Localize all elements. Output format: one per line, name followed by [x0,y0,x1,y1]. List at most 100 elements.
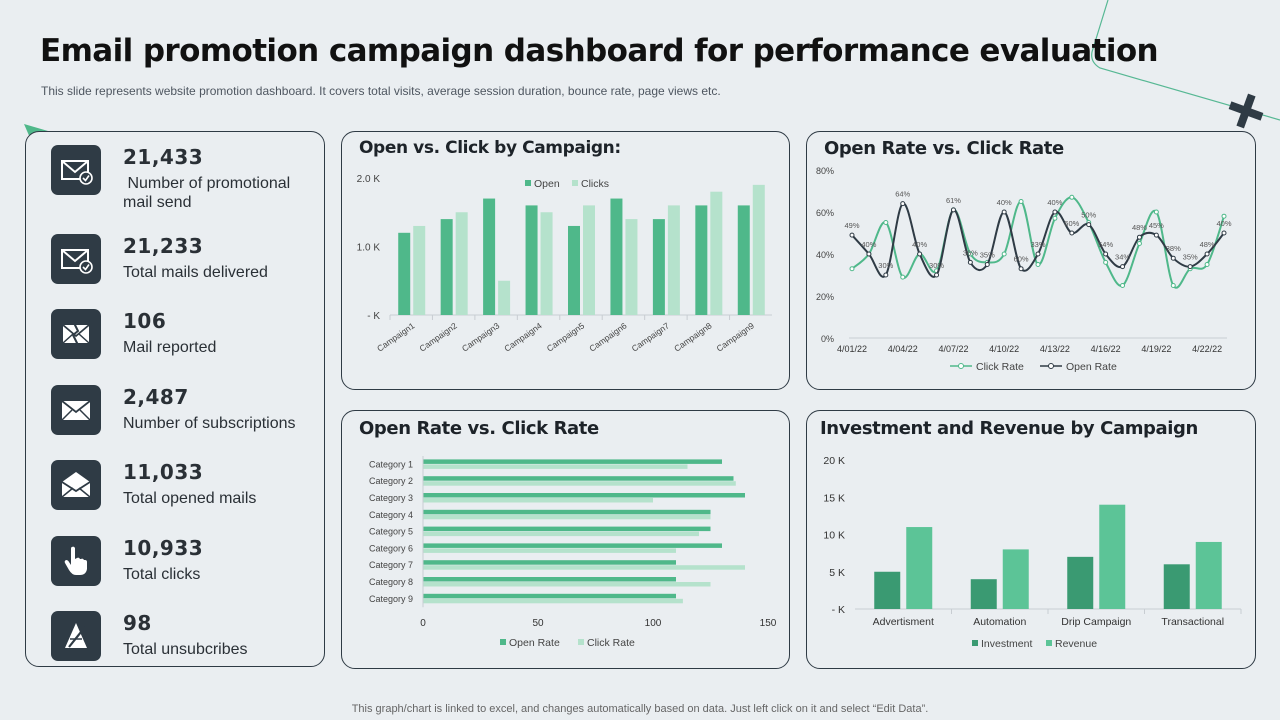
data-label: 48% [1132,223,1147,232]
bar-open [610,198,623,315]
data-point [917,251,923,257]
data-point [1018,266,1024,272]
data-point [1204,262,1210,267]
y-tick-label: 5 K [829,567,845,579]
x-tick-label: Campaign1 [375,320,417,353]
data-point [1170,283,1176,288]
y-tick-label: 60% [816,208,834,218]
legend-swatch [1046,640,1052,646]
investment-revenue-panel: Investment and Revenue by Campaign - K 5 … [806,410,1256,669]
data-label: 35% [1183,253,1198,262]
x-tick-label: 0 [420,618,426,629]
bar-open-rate [423,593,676,599]
kpi-subscriptions: 2,487 Number of subscriptions [51,385,321,445]
legend-swatch [525,180,531,186]
bar-click-rate [423,498,653,503]
y-tick-label: 40% [816,250,834,260]
kpi-value: 106 [123,309,167,333]
y-tick-label: Category 2 [369,476,413,486]
investment-revenue-chart[interactable]: - K 5 K 10 K 15 K 20 K Advertisment Automation… [807,411,1257,670]
x-tick-label: 4/16/22 [1091,344,1121,354]
legend-label: Clicks [581,178,609,190]
x-tick-label: Campaign9 [715,320,757,353]
bar-click-rate [423,598,683,604]
bar-open-rate [423,543,722,548]
x-tick-label: Campaign2 [417,320,459,353]
bar-investment [970,579,997,609]
bar-open-rate [423,493,745,498]
kpi-value: 98 [123,611,152,635]
kpi-mail-send: 21,433 Number of promotional mail send [51,145,321,211]
bar-investment [1067,556,1094,609]
bar-clicks [710,191,723,315]
kpi-label: Mail reported [123,339,217,356]
kpi-panel: 21,433 Number of promotional mail send 2… [25,131,325,667]
x-tick-label: 4/19/22 [1141,344,1171,354]
data-point [934,272,940,278]
y-tick-label: 2.0 K [357,174,381,185]
y-tick-label: Category 9 [369,594,413,604]
data-label: 54% [1098,240,1113,249]
x-tick-label: 4/13/22 [1040,344,1070,354]
data-point [883,272,889,278]
open-click-rate-hbar-chart[interactable]: Category 1 Category 2 Category 3 Category 4… [342,411,791,670]
x-tick-label: 4/22/22 [1192,344,1222,354]
kpi-value: 21,433 [123,145,204,169]
data-point [1103,251,1109,257]
y-tick-label: 1.0 K [357,243,381,254]
open-click-rate-line-chart[interactable]: 0% 20% 40% 60% 80% 4/01/22 4/04/22 4/07/22 4/10/… [807,132,1257,391]
chart-title: Open Rate vs. Click Rate [824,138,1064,159]
y-tick-label: Category 7 [369,560,413,570]
data-label: 33% [1030,240,1045,249]
data-label: 38% [1166,244,1181,253]
bar-clicks [540,212,553,315]
legend-swatch [972,640,978,646]
open-click-campaign-chart[interactable]: - K 1.0 K 2.0 K Campaign1 Campaign2 Campaign3… [342,132,791,391]
bar-clicks [625,219,638,315]
data-point [967,259,973,265]
kpi-value: 10,933 [123,536,204,560]
data-point [1136,241,1142,246]
data-point [1069,230,1075,236]
y-tick-label: Category 5 [369,527,413,537]
mail-broken-icon [51,309,101,359]
kpi-label: Number of subscriptions [123,415,296,432]
page-title: Email promotion campaign dashboard for p… [40,33,1159,69]
data-point [1103,259,1109,265]
data-label: 40% [1047,198,1062,207]
data-point [1086,222,1092,228]
y-tick-label: 20 K [823,455,845,467]
bar-click-rate [423,548,676,553]
hand-pointer-icon [51,536,101,586]
data-point [1035,251,1041,257]
data-point [1035,262,1041,267]
bar-open-rate [423,459,722,464]
unsubscribe-icon [51,611,101,661]
x-tick-label: Campaign8 [672,320,714,353]
bar-click-rate [423,464,688,469]
bar-open-rate [423,560,676,565]
data-point [1018,199,1024,204]
bar-investment [1163,564,1190,609]
data-label: 60% [1014,255,1029,264]
data-point [1221,213,1227,219]
legend-swatch [572,180,578,186]
data-point [1187,264,1193,270]
bar-revenue [1195,541,1222,609]
bar-open [525,205,538,315]
bar-open [398,232,411,315]
bar-click-rate [423,565,745,570]
mail-check-icon [51,145,101,195]
data-point [900,201,906,207]
bar-click-rate [423,582,711,587]
bar-open-rate [423,577,676,582]
bar-open-rate [423,509,711,515]
data-point [984,262,990,267]
data-point [1221,230,1227,236]
y-tick-label: 20% [816,292,834,302]
y-tick-label: Category 4 [369,510,413,520]
y-tick-label: Category 8 [369,577,413,587]
legend-label: Open Rate [1066,361,1117,373]
chart-title: Investment and Revenue by Campaign [820,418,1198,439]
bar-revenue [1099,504,1126,609]
